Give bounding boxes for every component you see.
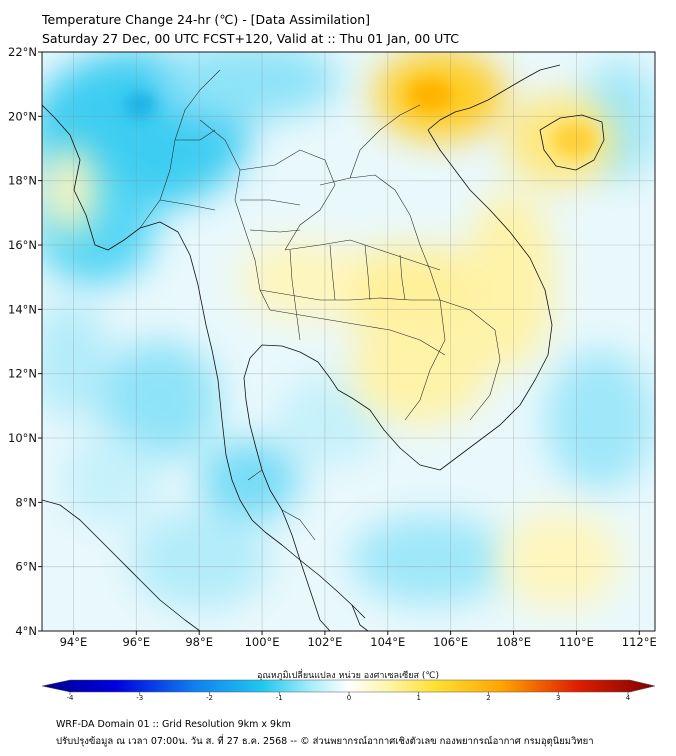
colorbar-bar (41, 679, 656, 693)
graticule (42, 51, 655, 632)
lon-tick-label: 112°E (622, 635, 657, 649)
colorbar-tick-label: 3 (556, 694, 560, 702)
lat-tick-label: 14°N (8, 302, 37, 316)
lon-tick-label: 94°E (60, 635, 88, 649)
lat-tick-label: 8°N (15, 495, 37, 509)
lon-tick-label: 106°E (433, 635, 468, 649)
lat-tick-label: 22°N (8, 45, 37, 59)
colorbar-ticks: -4 -3 -2 -1 0 1 2 3 4 (67, 692, 631, 702)
lat-tick-label: 16°N (8, 238, 37, 252)
lat-tick-label: 18°N (8, 174, 37, 188)
plot-frame (41, 51, 656, 632)
lon-tick-label: 108°E (496, 635, 531, 649)
colorbar-tick-label: 0 (347, 694, 351, 702)
colorbar-title: อุณหภูมิเปลี่ยนแปลง หน่วย องศาเซลเซียส (… (257, 668, 439, 681)
colorbar-tick-label: -2 (206, 694, 213, 702)
axis-labels: 22°N 20°N 18°N 16°N 14°N 12°N 10°N 8°N 6°N 4°N 94°… (8, 45, 657, 649)
lon-tick-label: 110°E (559, 635, 594, 649)
footer-credit: ปรับปรุงข้อมูล ณ เวลา 07:00น. วัน ส. ที่… (56, 736, 594, 747)
lon-tick-label: 96°E (122, 635, 150, 649)
colorbar-tick-label: 1 (417, 694, 421, 702)
lat-tick-label: 10°N (8, 431, 37, 445)
colorbar-tick-label: -4 (67, 694, 75, 702)
lon-tick-label: 102°E (307, 635, 342, 649)
lon-tick-label: 98°E (185, 635, 213, 649)
map-figure: 22°N 20°N 18°N 16°N 14°N 12°N 10°N 8°N 6°N 4°N 94°… (8, 45, 657, 702)
lat-tick-label: 12°N (8, 367, 37, 381)
temperature-field (42, 52, 655, 631)
coastlines (42, 64, 605, 631)
lon-tick-label: 100°E (245, 635, 280, 649)
chart-subtitle: Saturday 27 Dec, 00 UTC FCST+120, Valid … (42, 31, 459, 46)
colorbar-tick-label: -3 (136, 694, 143, 702)
chart-title: Temperature Change 24-hr (℃) - [Data Ass… (42, 12, 371, 27)
admin-borders (139, 69, 501, 541)
axis-ticks (38, 51, 640, 635)
lon-tick-label: 104°E (370, 635, 405, 649)
lat-tick-label: 4°N (15, 624, 37, 638)
colorbar-tick-label: 2 (486, 694, 490, 702)
lat-tick-label: 6°N (15, 560, 37, 574)
colorbar-tick-label: -1 (276, 694, 283, 702)
colorbar-tick-label: 4 (626, 694, 631, 702)
footer-model-info: WRF-DA Domain 01 :: Grid Resolution 9km … (56, 719, 291, 730)
lat-tick-label: 20°N (8, 109, 37, 123)
colorbar: อุณหภูมิเปลี่ยนแปลง หน่วย องศาเซลเซียส (… (41, 668, 656, 702)
